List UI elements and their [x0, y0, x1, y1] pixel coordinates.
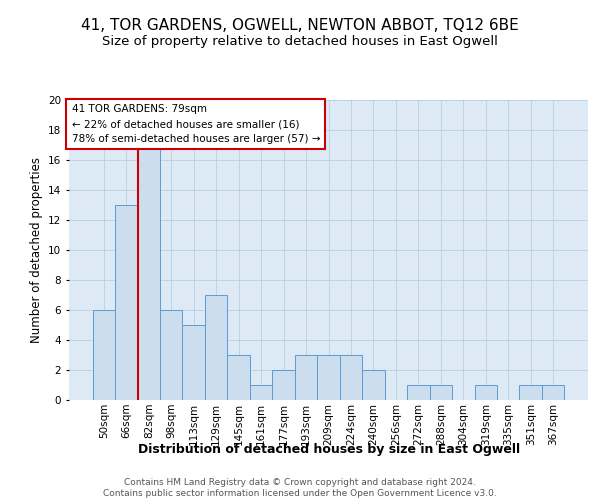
- Bar: [115, 205, 137, 400]
- Bar: [205, 295, 227, 400]
- Y-axis label: Number of detached properties: Number of detached properties: [29, 157, 43, 343]
- Bar: [250, 385, 272, 400]
- Bar: [430, 385, 452, 400]
- Bar: [182, 325, 205, 400]
- Text: 41, TOR GARDENS, OGWELL, NEWTON ABBOT, TQ12 6BE: 41, TOR GARDENS, OGWELL, NEWTON ABBOT, T…: [81, 18, 519, 32]
- Bar: [92, 310, 115, 400]
- Bar: [407, 385, 430, 400]
- Bar: [542, 385, 565, 400]
- Bar: [317, 355, 340, 400]
- Bar: [272, 370, 295, 400]
- Text: Contains HM Land Registry data © Crown copyright and database right 2024.
Contai: Contains HM Land Registry data © Crown c…: [103, 478, 497, 498]
- Text: 41 TOR GARDENS: 79sqm
← 22% of detached houses are smaller (16)
78% of semi-deta: 41 TOR GARDENS: 79sqm ← 22% of detached …: [71, 104, 320, 144]
- Bar: [475, 385, 497, 400]
- Bar: [137, 145, 160, 400]
- Bar: [362, 370, 385, 400]
- Bar: [340, 355, 362, 400]
- Bar: [520, 385, 542, 400]
- Bar: [295, 355, 317, 400]
- Text: Distribution of detached houses by size in East Ogwell: Distribution of detached houses by size …: [138, 442, 520, 456]
- Bar: [227, 355, 250, 400]
- Text: Size of property relative to detached houses in East Ogwell: Size of property relative to detached ho…: [102, 35, 498, 48]
- Bar: [160, 310, 182, 400]
